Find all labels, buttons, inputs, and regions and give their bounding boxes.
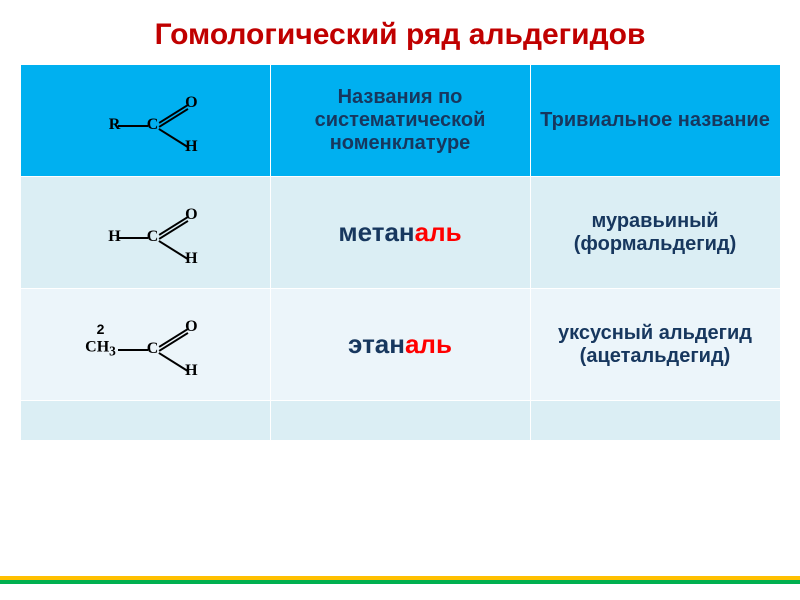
name-suffix: аль xyxy=(415,217,462,247)
bond-c-o-1 xyxy=(158,328,188,347)
atom-c: C xyxy=(147,340,159,358)
name-suffix: аль xyxy=(405,329,452,359)
structure-cell: H C O H xyxy=(20,177,270,289)
name-stem: метан xyxy=(338,217,414,247)
table-row: H C O H метаналь муравьиный (формальдеги… xyxy=(20,177,780,289)
bond-h-c xyxy=(118,237,148,239)
bond-r-c xyxy=(118,125,148,127)
atom-o: O xyxy=(185,94,197,112)
empty-cell xyxy=(20,401,270,441)
footer-accent xyxy=(0,576,800,584)
atom-h: H xyxy=(185,138,197,156)
table-header-row: R C O H Названия по систематической номе… xyxy=(20,65,780,177)
bond-c-o-2 xyxy=(158,220,188,239)
bond-c-h xyxy=(158,128,188,147)
bond-c-o-1 xyxy=(158,216,188,235)
empty-cell xyxy=(530,401,780,441)
header-structure-cell: R C O H xyxy=(20,65,270,177)
homolog-table: R C O H Названия по систематической номе… xyxy=(20,64,781,441)
systematic-name: метаналь xyxy=(270,177,530,289)
structure-cell: 2 CH3 C O H xyxy=(20,289,270,401)
bond-c-o-2 xyxy=(158,332,188,351)
empty-cell xyxy=(270,401,530,441)
atom-ch3: CH3 xyxy=(85,338,116,359)
bond-c-h xyxy=(158,352,188,371)
bond-c-h xyxy=(158,240,188,259)
atom-c: C xyxy=(147,116,159,134)
bond-c-o-1 xyxy=(158,104,188,123)
table-row-empty xyxy=(20,401,780,441)
formula-methanal: H C O H xyxy=(25,181,266,284)
systematic-name: этаналь xyxy=(270,289,530,401)
ch3-sub: 3 xyxy=(109,344,116,359)
bond-ch3-c xyxy=(118,349,148,351)
trivial-name: муравьиный (формальдегид) xyxy=(530,177,780,289)
trivial-name: уксусный альдегид (ацетальдегид) xyxy=(530,289,780,401)
name-stem: этан xyxy=(348,329,405,359)
atom-h: H xyxy=(185,362,197,380)
atom-c: C xyxy=(147,228,159,246)
annot-2: 2 xyxy=(97,321,105,337)
atom-h: H xyxy=(185,250,197,268)
formula-generic: R C O H xyxy=(25,69,266,172)
formula-ethanal: 2 CH3 C O H xyxy=(25,293,266,396)
table-row: 2 CH3 C O H этаналь уксусный альдегид (а… xyxy=(20,289,780,401)
header-trivial: Тривиальное название xyxy=(530,65,780,177)
ch3-base: CH xyxy=(85,338,109,355)
atom-o: O xyxy=(185,318,197,336)
footer-accent-bottom xyxy=(0,580,800,584)
bond-c-o-2 xyxy=(158,108,188,127)
page-title: Гомологический ряд альдегидов xyxy=(0,0,800,64)
atom-o: O xyxy=(185,206,197,224)
header-systematic: Названия по систематической номенклатуре xyxy=(270,65,530,177)
